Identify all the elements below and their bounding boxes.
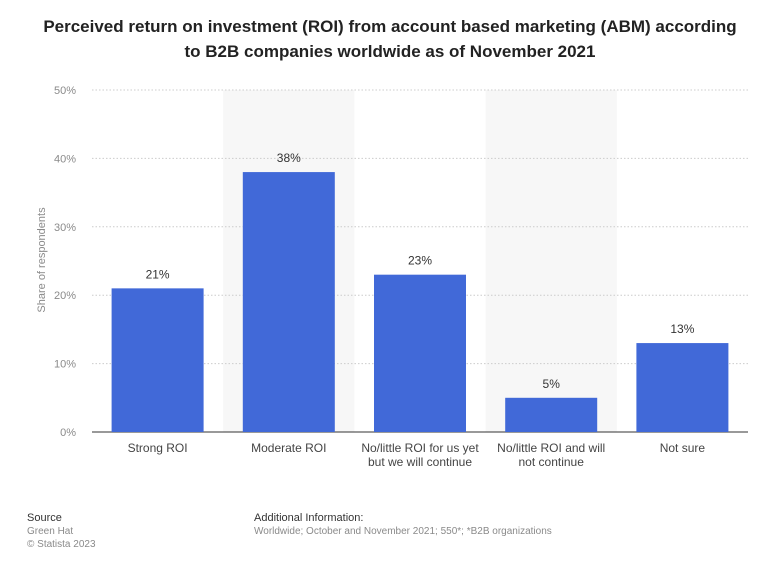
bar [505,397,598,432]
category-label: Moderate ROI [251,441,326,455]
category-label: Strong ROI [128,441,188,455]
y-tick-label: 0% [60,427,76,439]
category-label: No/little ROI for us yet but we will cont… [361,441,479,469]
y-axis-label: Share of respondents [36,207,48,313]
y-tick-label: 30% [54,222,76,234]
bar [374,274,466,432]
bar [111,288,204,432]
category-label: No/little ROI and will not continue [497,441,605,469]
additional-info-heading: Additional Information: [254,512,364,524]
data-label: 21% [146,267,170,281]
data-label: 38% [277,151,301,165]
data-label: 5% [543,377,561,391]
background-band [485,90,617,432]
y-tick-label: 10% [54,359,76,371]
category-label: Not sure [660,441,706,455]
copyright-line: © Statista 2023 [27,539,96,550]
y-tick-label: 50% [54,85,76,97]
source-block: Source Green Hat © Statista 2023 [27,512,96,551]
data-label: 23% [408,254,432,268]
bar-chart: 0% 10% 20% 30% 40% 50% 21% 38% 23% 5% 13% Strong R… [36,85,748,469]
additional-info-block: Additional Information: Worldwide; Octob… [254,512,552,538]
chart-title: Perceived return on investment (ROI) fro… [43,17,737,61]
bar [242,172,335,432]
bar [636,343,729,432]
source-line: Green Hat [27,526,74,537]
y-tick-label: 20% [54,290,76,302]
additional-info-text: Worldwide; October and November 2021; 55… [254,526,552,537]
data-label: 13% [670,322,694,336]
source-heading: Source [27,512,62,524]
y-tick-label: 40% [54,153,76,165]
